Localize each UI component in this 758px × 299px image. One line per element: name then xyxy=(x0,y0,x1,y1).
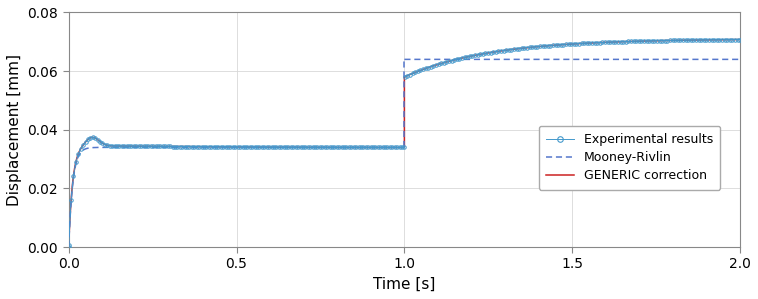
Y-axis label: Displacement [mm]: Displacement [mm] xyxy=(7,54,22,206)
Legend: Experimental results, Mooney-Rivlin, GENERIC correction: Experimental results, Mooney-Rivlin, GEN… xyxy=(539,126,720,190)
X-axis label: Time [s]: Time [s] xyxy=(373,277,436,292)
